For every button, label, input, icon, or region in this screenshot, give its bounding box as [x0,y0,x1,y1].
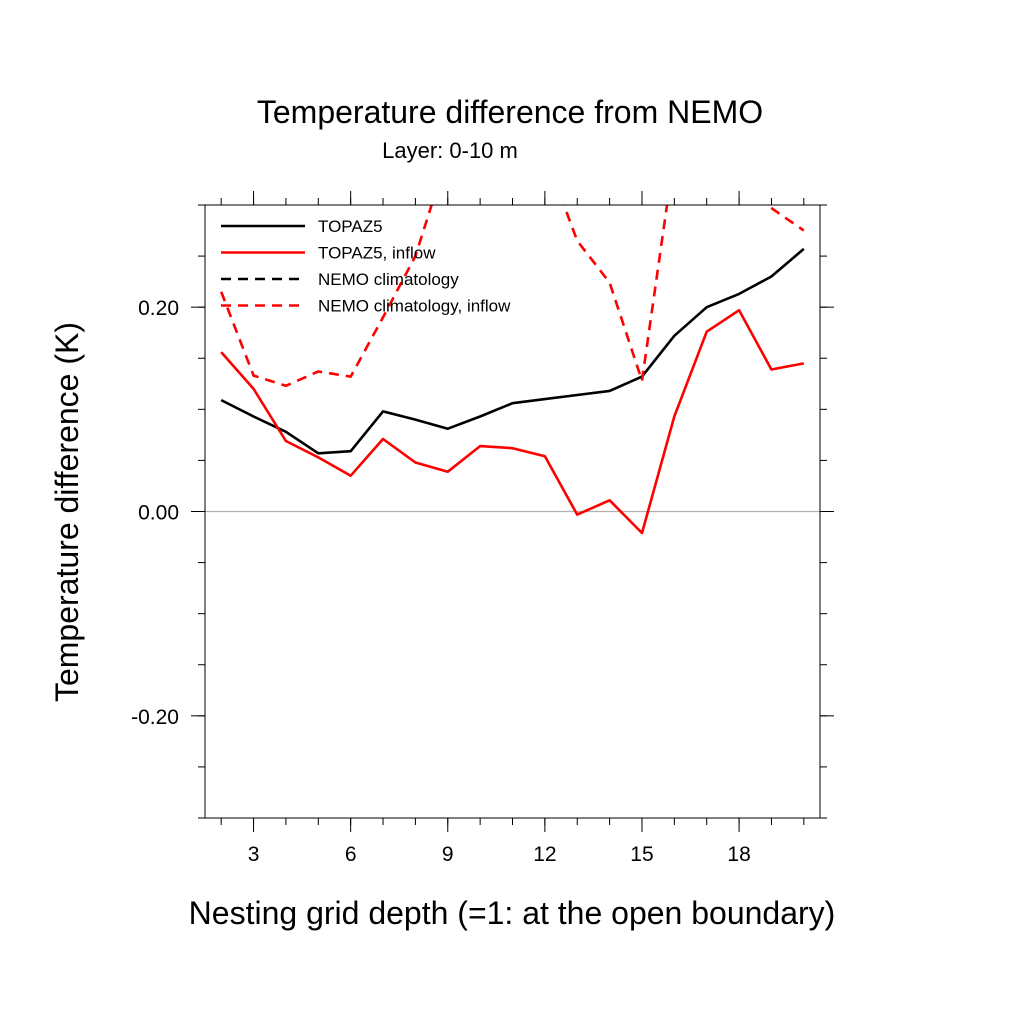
series-line-2 [220,308,805,535]
x-tick-label: 9 [442,843,454,866]
x-tick-label: 12 [533,843,556,866]
plot-frame [204,204,821,819]
tick-layer: 3 6 9 12 15 18 -0.20 0.00 0.20 [131,191,834,866]
chart-subtitle: Layer: 0-10 m [382,138,518,163]
series-layer [219,205,805,535]
x-tick-label: 6 [345,843,357,866]
legend: TOPAZ5 TOPAZ5, inflow NEMO climatology NEMO… [221,217,511,316]
legend-label: NEMO climatology [318,270,459,289]
series-line-1 [220,247,805,455]
x-tick-label: 3 [248,843,260,866]
y-tick-label: -0.20 [131,706,179,729]
x-axis-title: Nesting grid depth (=1: at the open boun… [189,895,836,931]
y-tick-label: 0.00 [138,502,179,525]
y-axis-title: Temperature difference (K) [49,322,85,702]
legend-label: NEMO climatology, inflow [318,297,511,316]
x-tick-label: 18 [727,843,750,866]
y-tick-label: 0.20 [138,297,179,320]
x-tick-label: 15 [630,843,653,866]
chart-title: Temperature difference from NEMO [257,94,763,130]
series-line-4 [219,205,805,388]
legend-label: TOPAZ5, inflow [318,244,436,263]
legend-label: TOPAZ5 [318,217,383,236]
